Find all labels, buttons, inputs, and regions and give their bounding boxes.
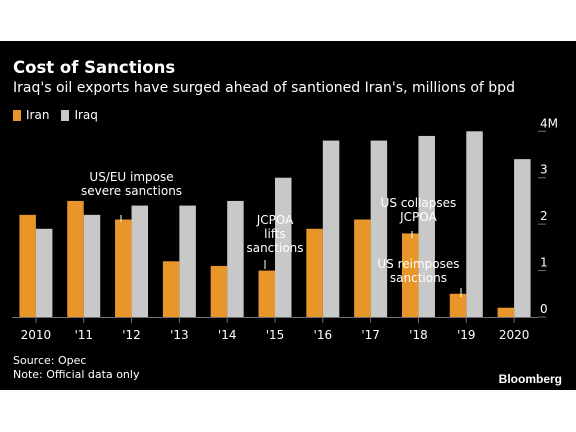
bar-iraq [227,200,244,317]
annotation-text: JCPOA [256,213,294,227]
y-tick-label: 3 [540,163,548,177]
bar-chart: 0 1 2 3 4M 2010 '11 '12 '13 '14 '15 '16 '17 '18 '19 202… [12,116,558,342]
bar-iran [67,200,84,317]
bar-iran [401,233,419,317]
x-tick-label: '13 [170,328,189,342]
annotation-text: US reimposes [377,257,459,271]
bloomberg-logo: Bloomberg [498,372,562,386]
y-tick-label: 2 [540,209,548,223]
y-tick-label: 0 [540,302,548,316]
x-tick-label: '14 [218,328,237,342]
bar-iraq [275,177,292,317]
x-tick-label: 2010 [21,328,52,342]
annotation-text: lifts [264,227,286,241]
bar-iraq [418,135,435,317]
bar-iraq [83,214,101,317]
bar-iraq [466,131,483,317]
annotation-text: severe sanctions [81,184,182,198]
x-tick-label: '11 [74,328,93,342]
annotation-text: sanctions [246,241,303,255]
annotation-text: US collapses [381,196,457,210]
legend-swatch-iraq [61,109,70,121]
bar-iran [115,219,132,317]
bar-iraq [131,205,149,317]
x-tick-label: '18 [409,328,428,342]
y-tick-label: 1 [540,256,548,270]
bar-iran [497,307,515,317]
annotation-text: US/EU impose [89,170,173,184]
chart-title: Cost of Sanctions [13,58,176,77]
source-note: Source: Opec [13,354,87,367]
legend-label-iran: Iran [26,108,50,122]
x-tick-label: '16 [314,328,333,342]
bar-iran [306,228,323,317]
legend-label-iraq: Iraq [74,108,98,122]
bar-iran [19,214,36,317]
bar-iran [449,293,467,317]
x-tick-label: '19 [457,328,476,342]
annotation-text: sanctions [390,271,447,285]
bar-iraq [322,140,340,317]
legend-item-iraq: Iraq [61,108,98,122]
bar-iraq [179,205,196,317]
x-tick-label: '12 [122,328,141,342]
chart-card: Cost of Sanctions Iraq's oil exports hav… [0,41,576,390]
x-tick-label: 2020 [499,328,530,342]
bar-iraq [370,140,388,317]
bar-iran [354,219,371,317]
legend-item-iran: Iran [13,108,49,122]
legend-swatch-iran [13,109,21,121]
bar-iran [210,265,228,317]
y-tick-label: 4M [540,116,558,130]
bar-iraq [35,228,53,317]
bar-iran [162,261,180,317]
data-note: Note: Official data only [13,368,140,381]
annotation-text: JCPOA [399,210,437,224]
chart-notes: Source: Opec Note: Official data only [13,354,139,382]
chart-legend: Iran Iraq [13,107,110,123]
x-tick-label: '17 [361,328,380,342]
chart-subtitle: Iraq's oil exports have surged ahead of … [13,80,515,96]
bar-iraq [514,159,531,317]
x-tick-label: '15 [266,328,285,342]
bar-iran [258,270,275,317]
